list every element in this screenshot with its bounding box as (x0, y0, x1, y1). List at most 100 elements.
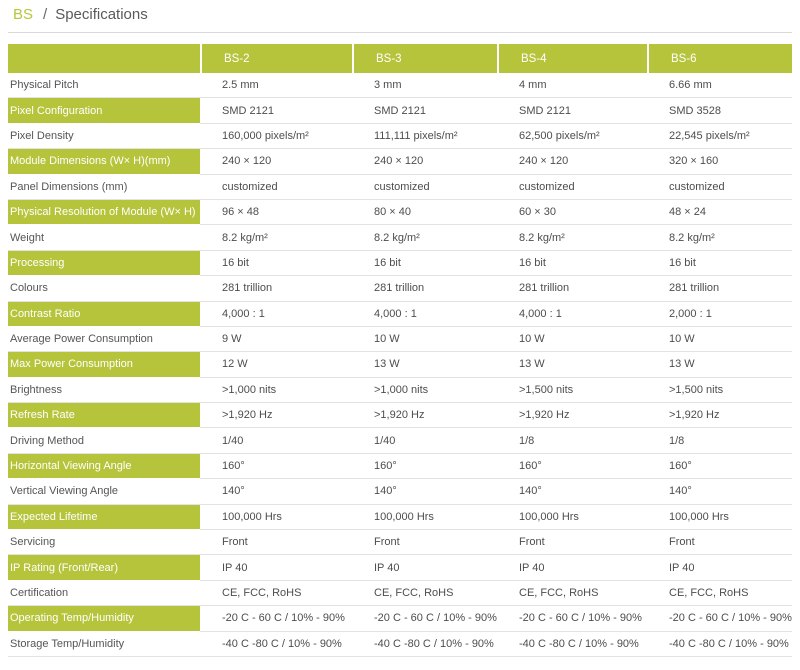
table-row: Physical Resolution of Module (W× H) 96 ×… (8, 199, 792, 226)
row-label: Physical Pitch (8, 73, 200, 99)
table-cell: IP 40 (497, 555, 647, 581)
table-cell: Front (497, 530, 647, 556)
table-cell: >1,000 nits (200, 378, 352, 404)
table-cell: -40 C -80 C / 10% - 90% (647, 632, 792, 657)
table-cell: 100,000 Hrs (352, 505, 497, 531)
table-row: Certification CE, FCC, RoHS CE, FCC, RoHS C… (8, 581, 792, 607)
table-cell: -40 C -80 C / 10% - 90% (200, 632, 352, 657)
table-cell: SMD 2121 (200, 98, 352, 124)
table-row: Servicing Front Front Front Front (8, 530, 792, 556)
row-label: Weight (8, 225, 200, 251)
table-cell: 16 bit (200, 251, 352, 277)
table-cell: 13 W (497, 352, 647, 378)
table-cell: 140° (497, 479, 647, 505)
table-cell: >1,920 Hz (200, 403, 352, 429)
breadcrumb-section-link[interactable]: BS (13, 6, 34, 23)
row-label: Average Power Consumption (8, 327, 200, 353)
row-label: Brightness (8, 378, 200, 404)
table-cell: 8.2 kg/m² (497, 225, 647, 251)
header-cell-model: BS-2 (200, 44, 352, 73)
table-cell: 60 × 30 (497, 200, 647, 226)
table-cell: 160,000 pixels/m² (200, 124, 352, 150)
table-cell: 4,000 : 1 (497, 302, 647, 327)
row-label: Vertical Viewing Angle (8, 479, 200, 505)
table-cell: 240 × 120 (200, 149, 352, 175)
table-cell: 16 bit (497, 251, 647, 277)
table-cell: Front (352, 530, 497, 556)
table-cell: 1/40 (352, 428, 497, 454)
table-cell: IP 40 (647, 555, 792, 581)
table-cell: 16 bit (352, 251, 497, 277)
table-cell: 140° (200, 479, 352, 505)
table-row: Driving Method 1/40 1/40 1/8 1/8 (8, 428, 792, 454)
specifications-table: BS-2 BS-3 BS-4 BS-6 Physical Pitch 2.5 mm… (8, 44, 792, 657)
table-cell: 8.2 kg/m² (647, 225, 792, 251)
header-cell-model: BS-4 (497, 44, 647, 73)
header-cell-model: BS-6 (647, 44, 792, 73)
table-row: Contrast Ratio 4,000 : 1 4,000 : 1 4,000 : … (8, 301, 792, 327)
table-cell: Front (647, 530, 792, 556)
row-label: Expected Lifetime (8, 504, 200, 531)
table-cell: 80 × 40 (352, 200, 497, 226)
row-label: Pixel Configuration (8, 98, 200, 124)
header-cell-empty (8, 44, 200, 73)
table-cell: >1,920 Hz (647, 403, 792, 429)
table-row: Panel Dimensions (mm) customized customize… (8, 175, 792, 200)
table-cell: 160° (352, 454, 497, 480)
row-label: Colours (8, 276, 200, 302)
table-row: Module Dimensions (W× H)(mm) 240 × 120 240… (8, 149, 792, 175)
table-cell: 2.5 mm (200, 73, 352, 99)
header-cell-model: BS-3 (352, 44, 497, 73)
table-cell: >1,000 nits (352, 378, 497, 404)
table-cell: 1/8 (647, 428, 792, 454)
table-row: Brightness >1,000 nits >1,000 nits >1,500 n… (8, 378, 792, 404)
row-label: Processing (8, 250, 200, 277)
table-cell: 8.2 kg/m² (200, 225, 352, 251)
table-cell: -40 C -80 C / 10% - 90% (352, 632, 497, 657)
table-cell: 13 W (647, 352, 792, 378)
row-label: Contrast Ratio (8, 301, 200, 327)
table-cell: 48 × 24 (647, 200, 792, 226)
table-cell: customized (497, 175, 647, 200)
table-cell: CE, FCC, RoHS (647, 581, 792, 607)
table-row: Max Power Consumption 12 W 13 W 13 W 13 W (8, 352, 792, 378)
table-cell: 160° (647, 454, 792, 480)
table-cell: CE, FCC, RoHS (200, 581, 352, 607)
row-label: Horizontal Viewing Angle (8, 453, 200, 480)
table-row: Pixel Configuration SMD 2121 SMD 2121 SMD 2… (8, 98, 792, 124)
table-cell: >1,920 Hz (352, 403, 497, 429)
row-label: IP Rating (Front/Rear) (8, 555, 200, 581)
table-cell: 13 W (352, 352, 497, 378)
table-cell: -20 C - 60 C / 10% - 90% (200, 606, 352, 632)
table-row: Operating Temp/Humidity -20 C - 60 C / 10… (8, 606, 792, 632)
row-label: Max Power Consumption (8, 352, 200, 378)
table-cell: 281 trillion (200, 276, 352, 302)
table-cell: 240 × 120 (497, 149, 647, 175)
breadcrumb: BS / Specifications (13, 6, 148, 23)
table-cell: 16 bit (647, 251, 792, 277)
table-cell: -40 C -80 C / 10% - 90% (497, 632, 647, 657)
table-cell: -20 C - 60 C / 10% - 90% (497, 606, 647, 632)
row-label: Servicing (8, 530, 200, 556)
table-cell: 1/40 (200, 428, 352, 454)
row-label: Panel Dimensions (mm) (8, 175, 200, 200)
row-label: Driving Method (8, 428, 200, 454)
table-body: Physical Pitch 2.5 mm 3 mm 4 mm 6.66 mm Pixel… (8, 73, 792, 657)
table-row: Weight 8.2 kg/m² 8.2 kg/m² 8.2 kg/m² 8.2 kg/… (8, 225, 792, 251)
table-cell: 281 trillion (497, 276, 647, 302)
table-cell: 160° (497, 454, 647, 480)
table-row: Storage Temp/Humidity -40 C -80 C / 10% -… (8, 632, 792, 657)
table-cell: 4,000 : 1 (200, 302, 352, 327)
page-title: Specifications (55, 6, 148, 23)
table-cell: 96 × 48 (200, 200, 352, 226)
table-cell: IP 40 (200, 555, 352, 581)
table-cell: CE, FCC, RoHS (352, 581, 497, 607)
table-cell: customized (647, 175, 792, 200)
table-cell: >1,500 nits (497, 378, 647, 404)
table-cell: 4 mm (497, 73, 647, 99)
table-cell: 8.2 kg/m² (352, 225, 497, 251)
table-row: Horizontal Viewing Angle 160° 160° 160° 160° (8, 453, 792, 480)
table-cell: customized (200, 175, 352, 200)
table-row: Processing 16 bit 16 bit 16 bit 16 bit (8, 250, 792, 277)
table-cell: 6.66 mm (647, 73, 792, 99)
